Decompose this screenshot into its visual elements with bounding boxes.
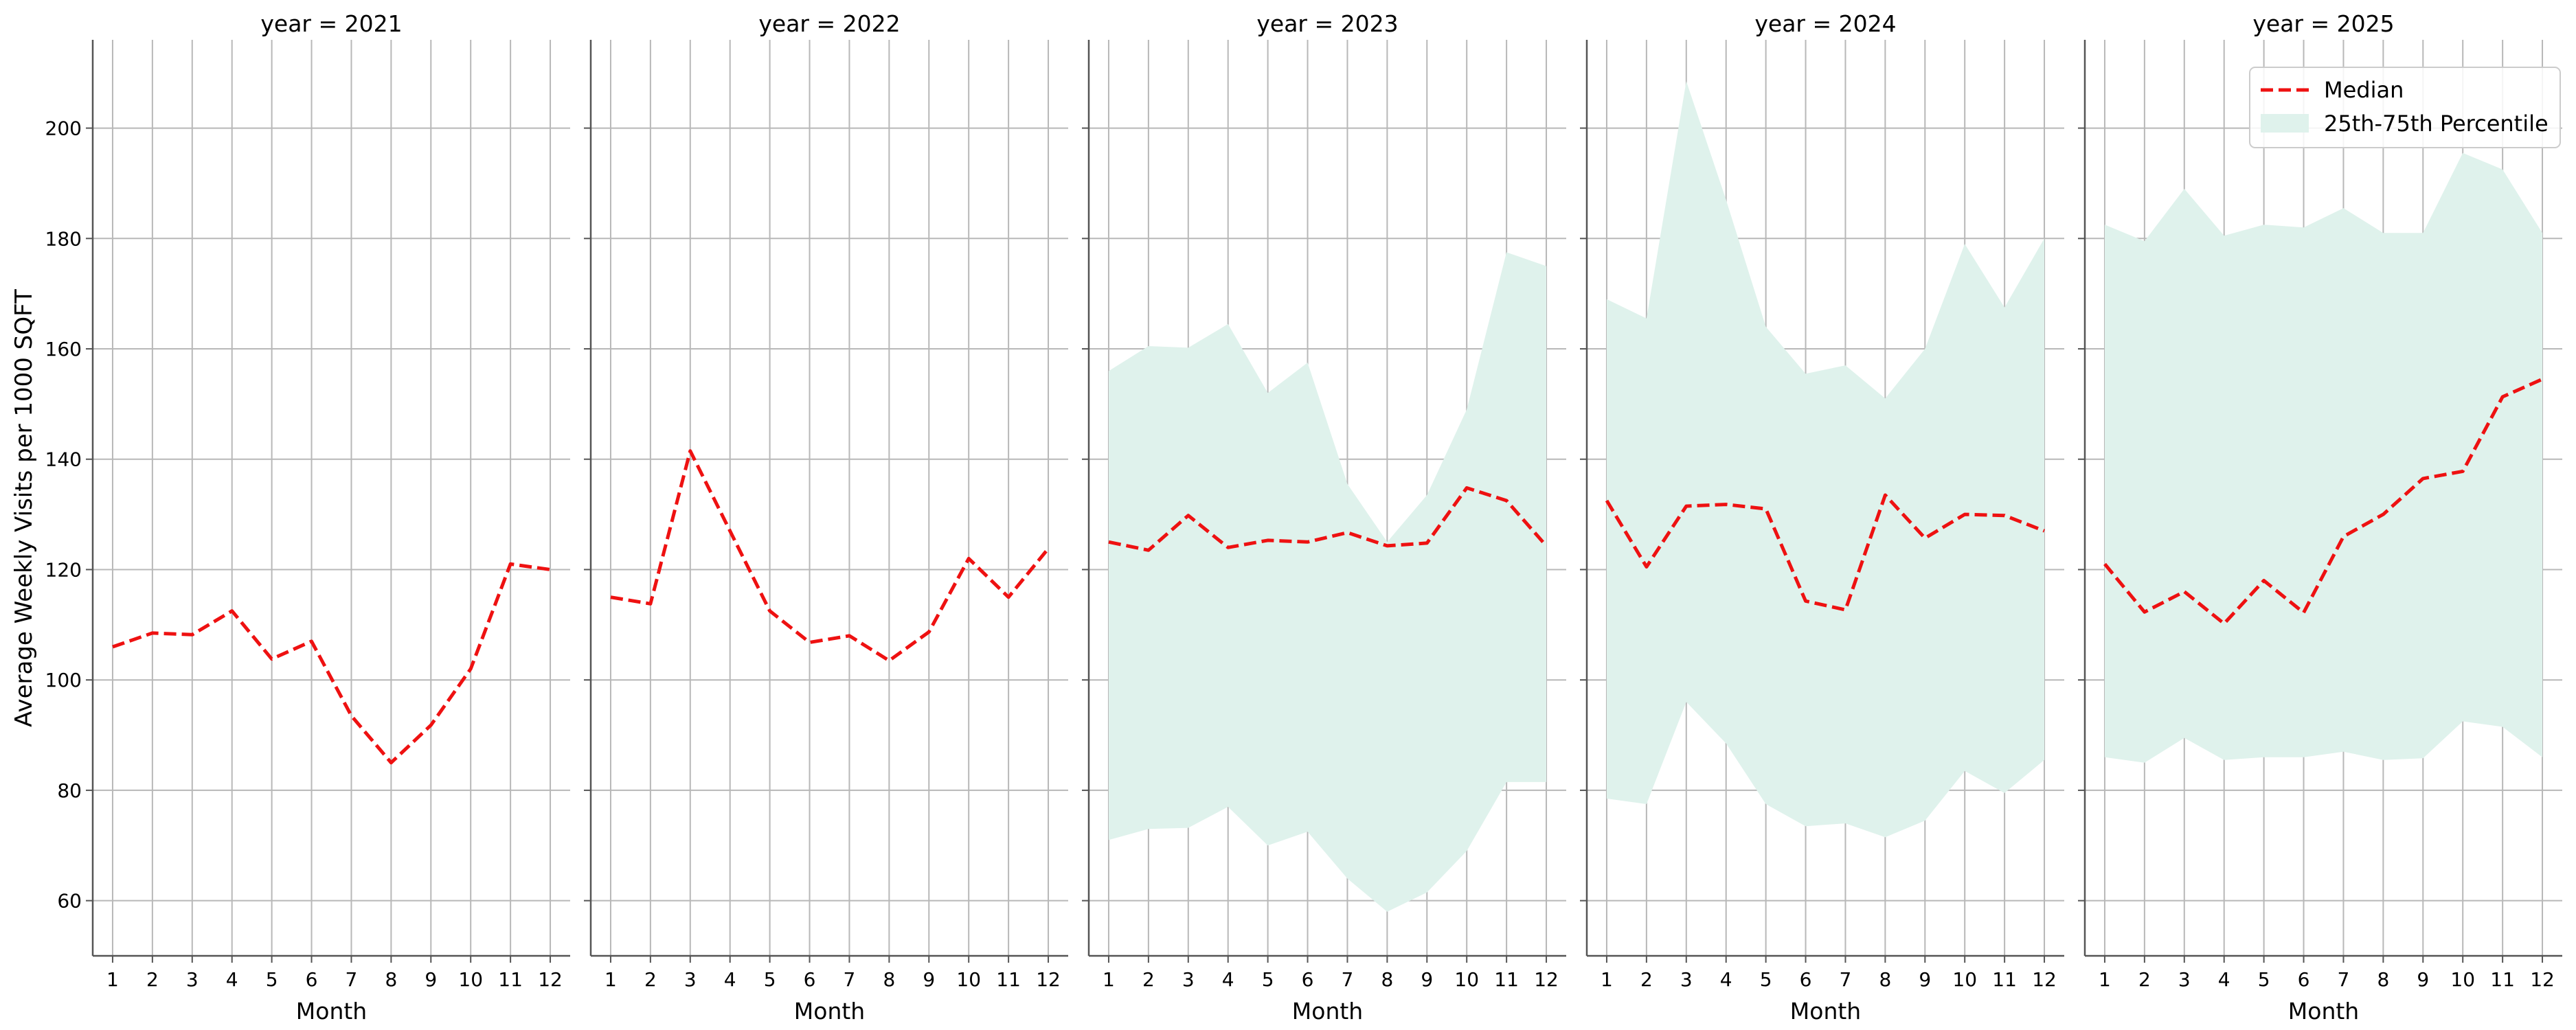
x-tick-label: 8 (1879, 968, 1891, 991)
x-tick-label: 2 (1142, 968, 1155, 991)
x-tick-label: 11 (996, 968, 1021, 991)
x-tick-label: 5 (764, 968, 776, 991)
x-tick-label: 8 (883, 968, 895, 991)
x-tick-label: 5 (1760, 968, 1772, 991)
facet-title: year = 2024 (1754, 10, 1896, 37)
x-tick-label: 11 (1494, 968, 1519, 991)
legend-band-swatch (2261, 114, 2309, 133)
x-tick-label: 5 (2258, 968, 2270, 991)
x-tick-label: 10 (1454, 968, 1479, 991)
x-tick-label: 4 (226, 968, 238, 991)
x-tick-label: 3 (1680, 968, 1693, 991)
median-line (1605, 493, 2045, 612)
x-tick-label: 4 (2218, 968, 2230, 991)
median-line (2103, 377, 2544, 626)
legend-box (2249, 67, 2561, 148)
y-tick-label: 100 (45, 669, 82, 691)
x-tick-label: 10 (2450, 968, 2475, 991)
facet-panel-3 (1082, 40, 1566, 963)
x-tick-label: 2 (2138, 968, 2151, 991)
y-tick-label: 80 (57, 779, 82, 802)
x-axis-label: Month (1292, 998, 1363, 1025)
legend (2249, 67, 2561, 148)
x-tick-label: 2 (1640, 968, 1653, 991)
facet-panel-5 (2078, 40, 2562, 963)
x-tick-label: 9 (923, 968, 935, 991)
x-axis-label: Month (2288, 998, 2359, 1025)
x-tick-label: 12 (1534, 968, 1559, 991)
x-tick-label: 9 (2417, 968, 2429, 991)
x-tick-label: 1 (1103, 968, 1115, 991)
x-tick-label: 10 (956, 968, 981, 991)
percentile-band-area (1607, 81, 2044, 838)
percentile-band-area (2105, 152, 2542, 763)
y-axis-label: Average Weekly Visits per 1000 SQFT (10, 289, 38, 727)
x-tick-label: 8 (1381, 968, 1393, 991)
x-tick-label: 2 (146, 968, 159, 991)
x-tick-label: 12 (1036, 968, 1061, 991)
x-tick-label: 1 (1601, 968, 1613, 991)
x-tick-label: 3 (186, 968, 199, 991)
x-tick-label: 4 (1720, 968, 1732, 991)
x-tick-label: 4 (1222, 968, 1234, 991)
facet-panel-4 (1580, 40, 2064, 963)
x-tick-label: 5 (266, 968, 278, 991)
x-tick-label: 6 (1302, 968, 1314, 991)
x-tick-label: 3 (684, 968, 697, 991)
y-tick-label: 180 (45, 227, 82, 250)
median-line (610, 449, 1050, 663)
x-tick-label: 7 (1342, 968, 1354, 991)
x-tick-label: 10 (1952, 968, 1977, 991)
x-tick-label: 7 (2338, 968, 2350, 991)
legend-band-label: 25th-75th Percentile (2324, 111, 2549, 137)
x-tick-label: 11 (1992, 968, 2017, 991)
x-tick-label: 1 (605, 968, 617, 991)
x-tick-label: 1 (2099, 968, 2111, 991)
x-tick-label: 12 (2530, 968, 2555, 991)
x-tick-label: 3 (1182, 968, 1195, 991)
x-tick-label: 7 (844, 968, 856, 991)
y-tick-label: 60 (57, 890, 82, 913)
x-tick-label: 1 (106, 968, 119, 991)
facet-title: year = 2025 (2252, 10, 2394, 37)
x-tick-label: 2 (644, 968, 657, 991)
y-tick-label: 140 (45, 448, 82, 471)
x-tick-label: 6 (306, 968, 318, 991)
x-tick-label: 9 (1919, 968, 1931, 991)
x-tick-label: 12 (2032, 968, 2057, 991)
median-line (112, 562, 551, 765)
facet-title: year = 2022 (758, 10, 900, 37)
x-tick-label: 3 (2178, 968, 2191, 991)
facet-title: year = 2023 (1256, 10, 1398, 37)
y-tick-label: 160 (45, 338, 82, 360)
y-tick-label: 200 (45, 117, 82, 140)
x-tick-label: 6 (1800, 968, 1812, 991)
x-tick-label: 6 (804, 968, 816, 991)
percentile-band-area (1109, 252, 1546, 912)
x-tick-label: 9 (1421, 968, 1433, 991)
x-axis-label: Month (1790, 998, 1861, 1025)
x-tick-label: 11 (498, 968, 523, 991)
x-tick-label: 7 (346, 968, 358, 991)
x-tick-label: 4 (724, 968, 736, 991)
x-tick-label: 12 (538, 968, 563, 991)
x-tick-label: 9 (425, 968, 437, 991)
x-tick-label: 10 (458, 968, 483, 991)
x-tick-label: 8 (385, 968, 397, 991)
facet-panel-2 (584, 40, 1068, 963)
median-line (1108, 486, 1548, 552)
x-tick-label: 11 (2490, 968, 2515, 991)
x-tick-label: 8 (2377, 968, 2389, 991)
x-axis-label: Month (794, 998, 865, 1025)
x-axis-label: Month (296, 998, 367, 1025)
legend-median-label: Median (2324, 77, 2404, 103)
facet-title: year = 2021 (260, 10, 402, 37)
x-tick-label: 5 (1262, 968, 1274, 991)
x-tick-label: 7 (1840, 968, 1852, 991)
y-tick-label: 120 (45, 558, 82, 581)
facet-panel-1 (86, 40, 570, 963)
x-tick-label: 6 (2298, 968, 2310, 991)
